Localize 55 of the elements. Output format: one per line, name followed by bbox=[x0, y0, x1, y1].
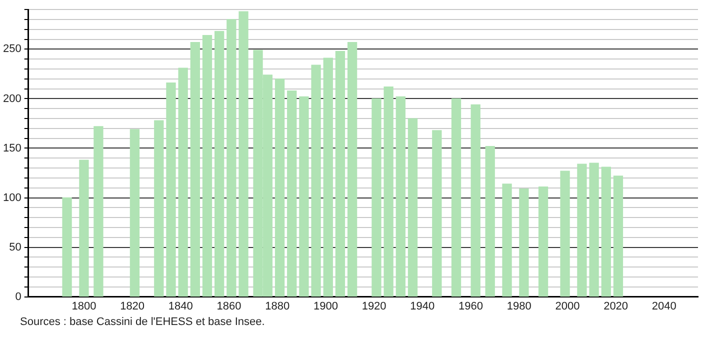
y-tick-label: 250 bbox=[2, 43, 22, 56]
bar bbox=[214, 31, 224, 297]
bar bbox=[62, 197, 72, 297]
bar bbox=[502, 184, 512, 297]
x-tick-label: 1920 bbox=[362, 300, 386, 312]
bar bbox=[485, 146, 495, 297]
bar bbox=[396, 96, 406, 297]
bar bbox=[577, 164, 587, 297]
bar bbox=[589, 162, 599, 297]
y-tick-label: 0 bbox=[15, 290, 22, 303]
bar bbox=[451, 98, 462, 297]
x-tick-label: 2020 bbox=[604, 300, 628, 312]
bar bbox=[347, 42, 358, 297]
bar bbox=[432, 130, 442, 297]
bar bbox=[226, 19, 236, 297]
y-tick-label: 50 bbox=[9, 241, 22, 254]
bar bbox=[408, 118, 418, 297]
bar bbox=[519, 188, 529, 297]
bar bbox=[613, 176, 624, 297]
y-tick-label: 200 bbox=[2, 92, 22, 105]
x-tick-label: 1800 bbox=[72, 300, 96, 312]
x-tick-label: 2040 bbox=[652, 300, 676, 312]
x-tick-label: 1940 bbox=[410, 300, 435, 312]
bar bbox=[311, 64, 321, 297]
bar bbox=[372, 98, 382, 297]
y-tick-label: 100 bbox=[2, 192, 22, 204]
x-tick-label: 1860 bbox=[216, 300, 242, 312]
bar bbox=[323, 58, 333, 297]
bar bbox=[601, 166, 611, 297]
x-tick-label: 2000 bbox=[555, 300, 580, 312]
bar bbox=[154, 120, 164, 297]
bar bbox=[94, 126, 104, 297]
source-note: Sources : base Cassini de l'EHESS et base Insee. bbox=[19, 316, 266, 328]
bar bbox=[287, 90, 297, 297]
bar bbox=[384, 86, 394, 297]
x-tick-label: 1960 bbox=[458, 300, 483, 312]
bar bbox=[166, 82, 176, 297]
bar bbox=[299, 96, 309, 297]
bar bbox=[238, 11, 248, 297]
bar bbox=[335, 50, 346, 297]
x-tick-label: 1820 bbox=[120, 300, 145, 312]
bar bbox=[79, 160, 89, 297]
x-tick-label: 1900 bbox=[313, 300, 338, 312]
bar bbox=[560, 170, 570, 297]
bar bbox=[190, 42, 200, 297]
x-tick-label: 1980 bbox=[506, 300, 532, 312]
bar bbox=[202, 35, 212, 297]
bar bbox=[274, 78, 285, 297]
bar bbox=[470, 104, 480, 297]
x-tick-label: 1840 bbox=[168, 300, 193, 312]
y-tick-label: 150 bbox=[2, 142, 22, 154]
x-tick-label: 1880 bbox=[265, 300, 290, 312]
bar bbox=[538, 186, 548, 297]
bar bbox=[130, 129, 140, 297]
bar bbox=[178, 68, 188, 297]
